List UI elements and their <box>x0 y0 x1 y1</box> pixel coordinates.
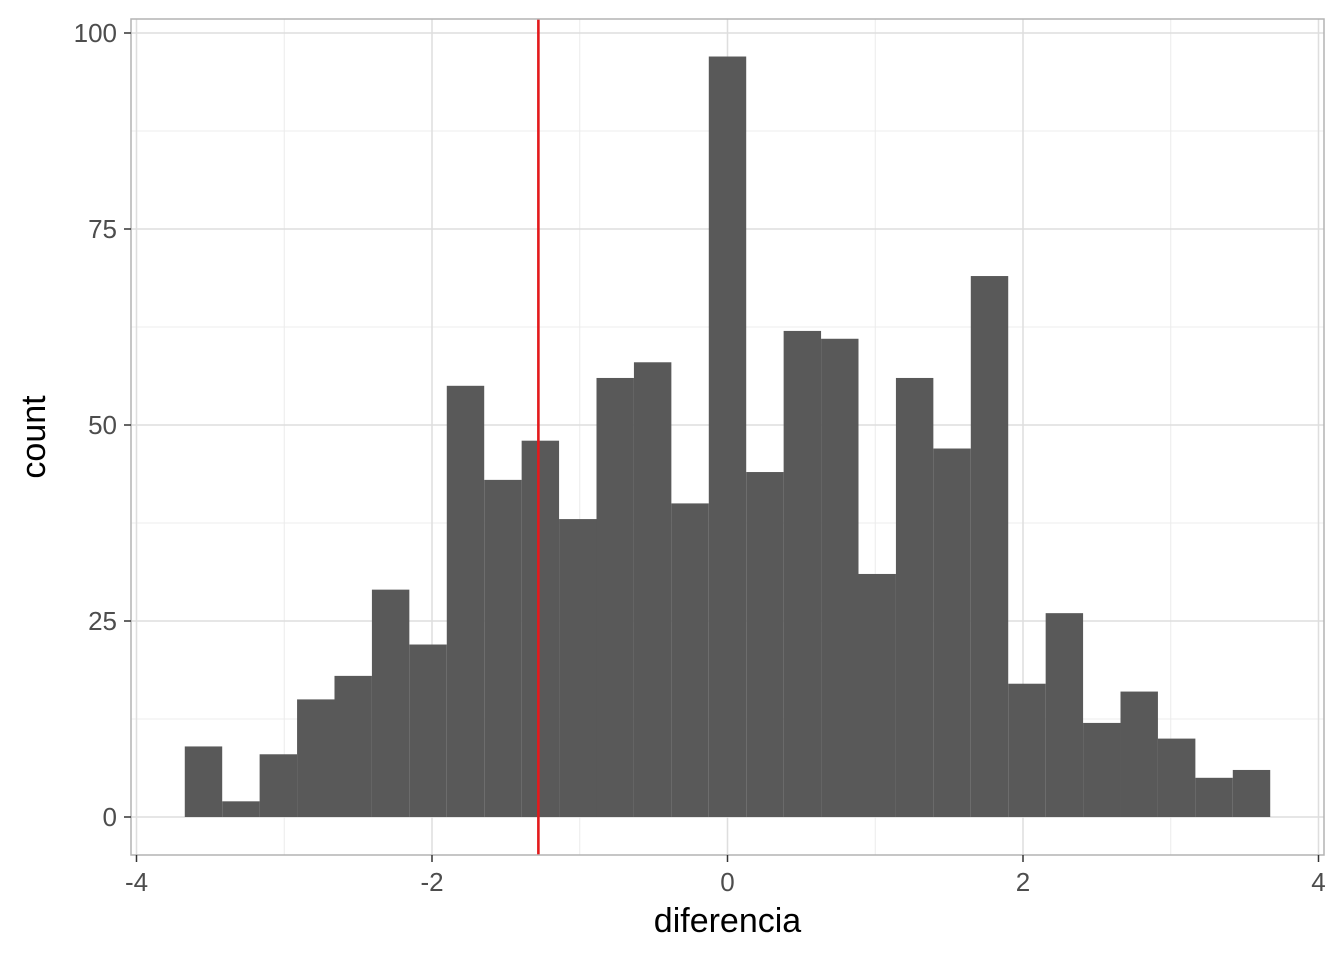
y-axis-ticks: 0 25 50 75 100 <box>74 18 131 832</box>
x-tick-label: 4 <box>1311 867 1325 897</box>
histogram-bar <box>708 56 747 817</box>
histogram-bar <box>334 675 372 817</box>
histogram-bar <box>596 377 634 817</box>
x-axis-title: diferencia <box>654 902 802 940</box>
x-tick-label: -4 <box>125 867 148 897</box>
histogram-bar <box>297 699 335 817</box>
histogram-bar <box>895 377 934 817</box>
histogram-bar <box>1232 769 1271 817</box>
histogram-bar <box>1045 613 1084 817</box>
y-tick-label: 0 <box>103 802 117 832</box>
histogram-bar <box>184 746 223 817</box>
y-tick-label: 25 <box>88 606 117 636</box>
x-tick-label: -2 <box>420 867 443 897</box>
histogram-bar <box>1120 691 1158 817</box>
histogram-bar <box>633 362 672 817</box>
histogram-bar <box>1083 722 1121 817</box>
histogram-bar <box>409 644 447 817</box>
histogram-bar <box>1008 683 1046 817</box>
histogram-bar <box>821 338 859 817</box>
histogram-bar <box>933 448 971 817</box>
y-tick-label: 50 <box>88 410 117 440</box>
bars <box>184 56 1271 817</box>
y-axis-title: count <box>15 395 53 479</box>
y-tick-label: 100 <box>74 18 117 48</box>
x-axis-ticks: -4 -2 0 2 4 <box>125 855 1326 897</box>
histogram-bar <box>484 479 522 817</box>
histogram-bar <box>970 276 1009 817</box>
histogram-bar <box>371 589 410 817</box>
histogram-bar <box>1195 777 1233 817</box>
histogram-bar <box>783 330 822 817</box>
histogram-bar <box>746 472 784 817</box>
histogram-bar <box>222 801 260 817</box>
histogram-bar <box>671 503 709 817</box>
histogram-bar <box>259 754 298 817</box>
histogram-bar <box>1157 738 1196 817</box>
y-tick-label: 75 <box>88 214 117 244</box>
x-tick-label: 2 <box>1016 867 1030 897</box>
histogram-bar <box>521 440 560 817</box>
histogram-bar <box>446 385 485 817</box>
histogram-bar <box>858 573 896 817</box>
x-tick-label: 0 <box>720 867 734 897</box>
histogram-bar <box>559 519 597 817</box>
